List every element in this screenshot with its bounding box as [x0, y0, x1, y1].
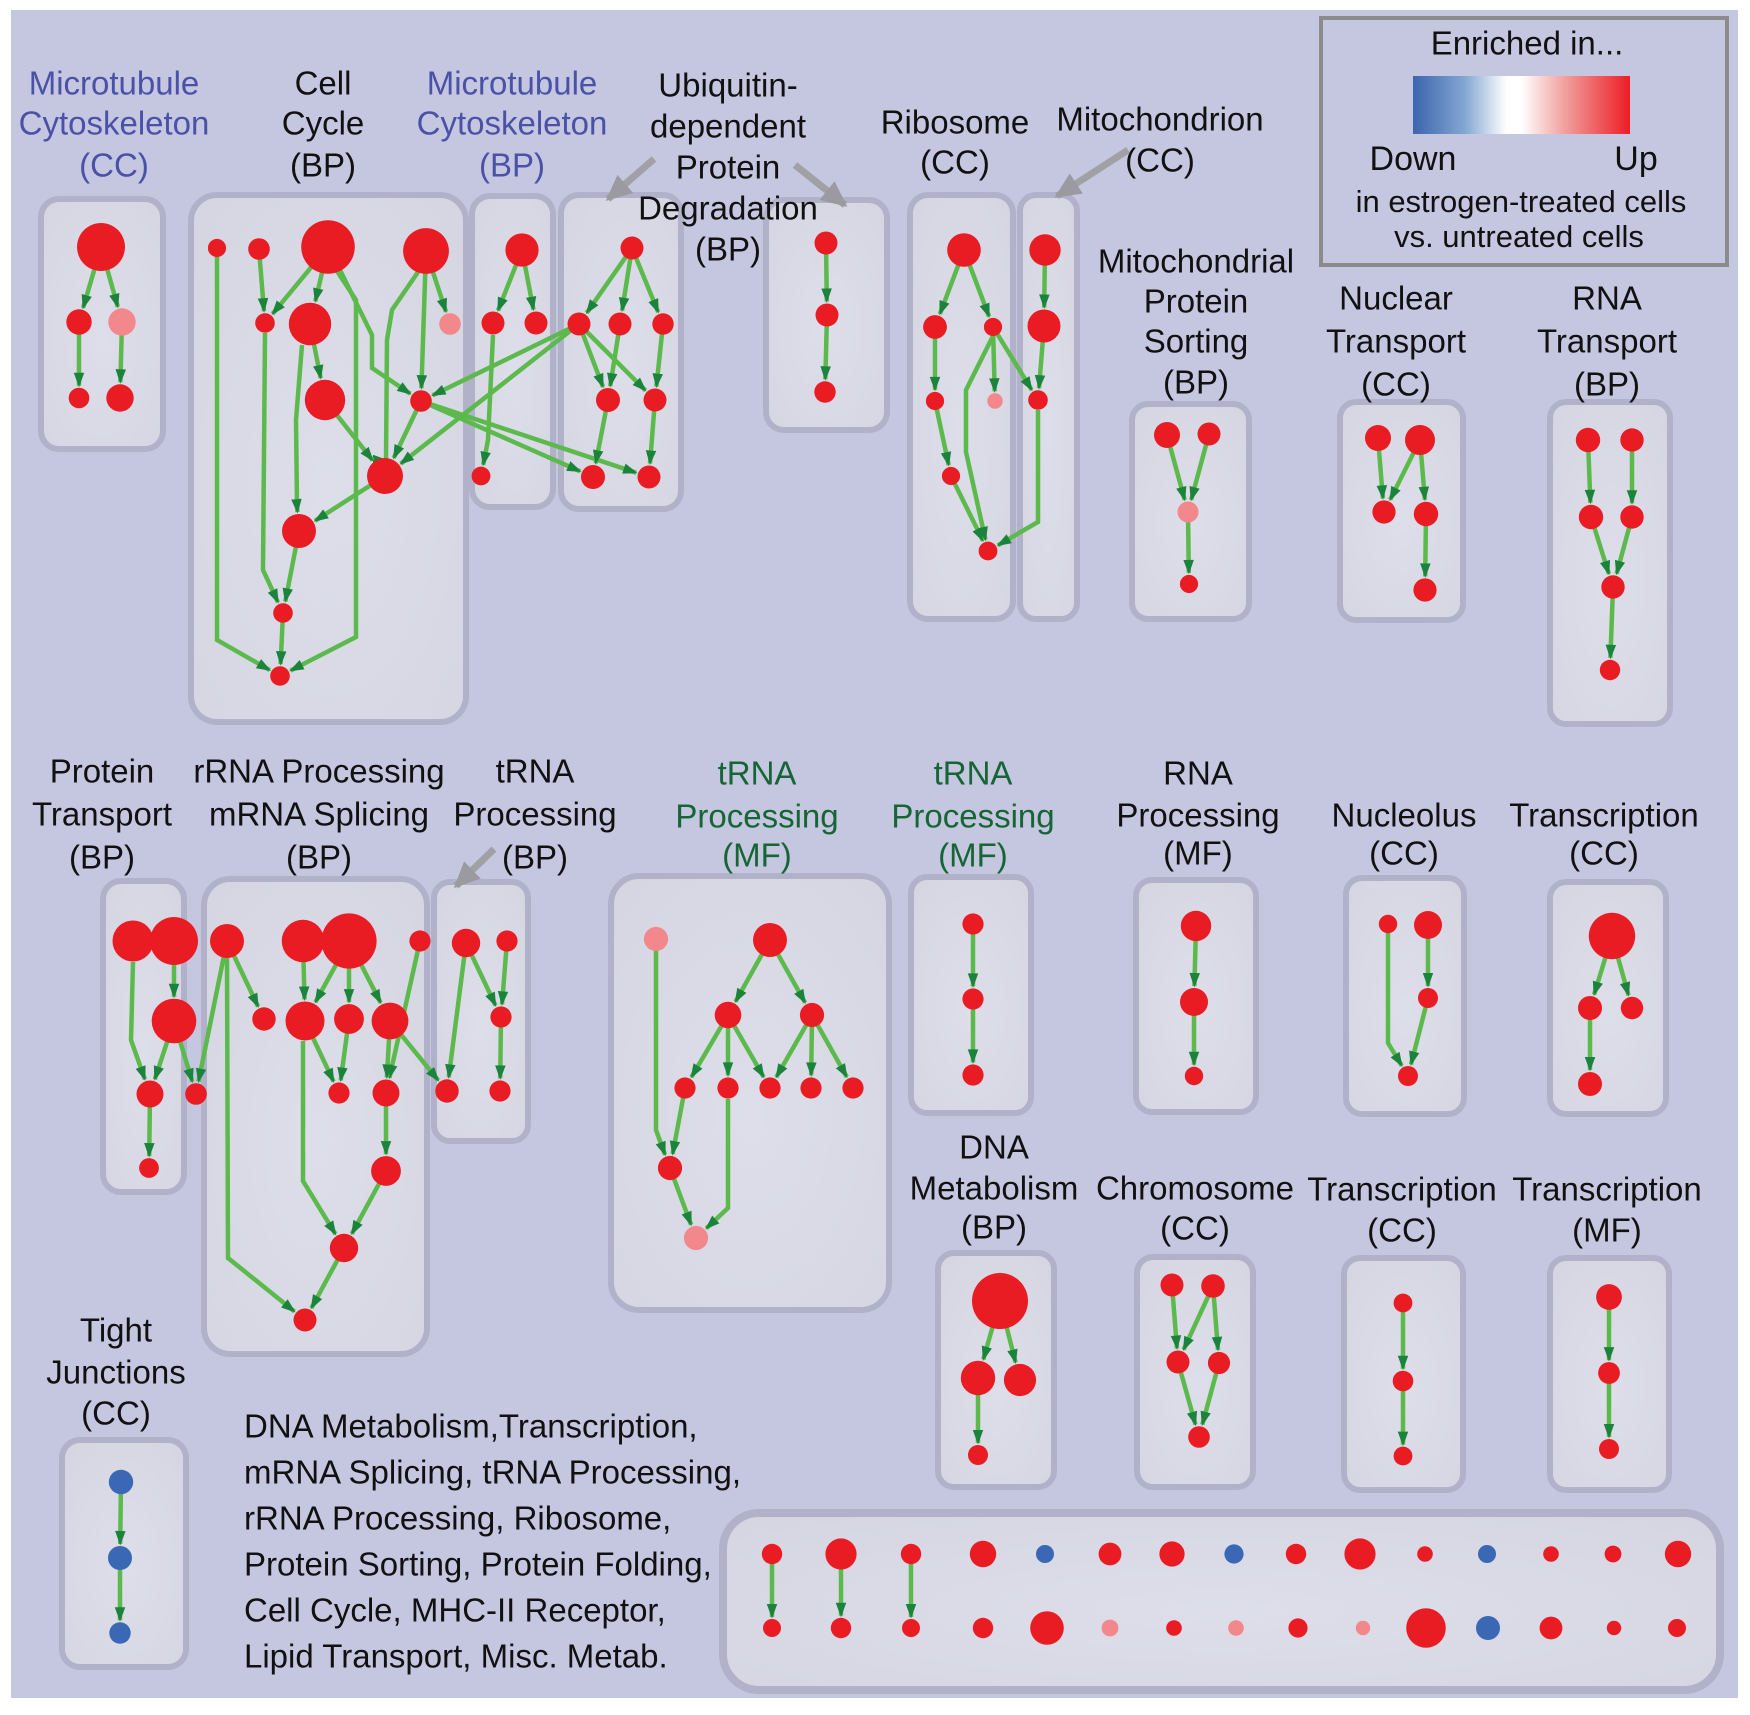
- svg-text:Transport: Transport: [1537, 323, 1677, 360]
- svg-text:Tight: Tight: [80, 1312, 152, 1349]
- svg-text:rRNA Processing, Ribosome,: rRNA Processing, Ribosome,: [244, 1500, 671, 1537]
- svg-text:Processing: Processing: [891, 798, 1054, 835]
- svg-text:Nuclear: Nuclear: [1339, 280, 1453, 317]
- svg-text:Cytoskeleton: Cytoskeleton: [19, 105, 210, 142]
- svg-text:RNA: RNA: [1163, 755, 1233, 792]
- svg-text:(CC): (CC): [1367, 1212, 1437, 1249]
- svg-text:dependent: dependent: [650, 108, 806, 145]
- svg-text:Chromosome: Chromosome: [1096, 1170, 1294, 1207]
- svg-text:DNA Metabolism,Transcription,: DNA Metabolism,Transcription,: [244, 1408, 698, 1445]
- svg-text:Cell: Cell: [295, 65, 352, 102]
- svg-text:Cycle: Cycle: [282, 105, 365, 142]
- svg-text:(BP): (BP): [1574, 366, 1640, 403]
- svg-text:Nucleolus: Nucleolus: [1332, 797, 1477, 834]
- svg-text:Mitochondrion: Mitochondrion: [1056, 101, 1263, 138]
- svg-text:Mitochondrial: Mitochondrial: [1098, 243, 1294, 280]
- svg-text:(CC): (CC): [1361, 366, 1431, 403]
- svg-text:(CC): (CC): [920, 144, 990, 181]
- svg-text:mRNA Splicing, tRNA Processing: mRNA Splicing, tRNA Processing,: [244, 1454, 741, 1491]
- svg-text:mRNA Splicing: mRNA Splicing: [209, 796, 429, 833]
- svg-text:(BP): (BP): [290, 147, 356, 184]
- svg-text:Junctions: Junctions: [46, 1354, 185, 1391]
- svg-text:(CC): (CC): [1569, 835, 1639, 872]
- svg-text:(CC): (CC): [1369, 835, 1439, 872]
- svg-text:Microtubule: Microtubule: [29, 65, 200, 102]
- svg-text:in estrogen-treated cells: in estrogen-treated cells: [1356, 184, 1687, 219]
- svg-text:Transcription: Transcription: [1512, 1171, 1702, 1208]
- svg-text:Enriched in...: Enriched in...: [1431, 25, 1624, 62]
- svg-text:Transcription: Transcription: [1307, 1171, 1497, 1208]
- svg-text:(BP): (BP): [479, 147, 545, 184]
- svg-text:(MF): (MF): [1572, 1212, 1642, 1249]
- svg-text:Protein: Protein: [1144, 283, 1249, 320]
- svg-text:(BP): (BP): [286, 839, 352, 876]
- svg-text:Down: Down: [1370, 140, 1457, 178]
- svg-text:Microtubule: Microtubule: [427, 65, 598, 102]
- svg-text:Protein Sorting, Protein Foldi: Protein Sorting, Protein Folding,: [244, 1546, 712, 1583]
- svg-text:Processing: Processing: [453, 796, 616, 833]
- svg-text:(CC): (CC): [81, 1395, 151, 1432]
- svg-text:Ubiquitin-: Ubiquitin-: [658, 67, 797, 104]
- svg-text:(BP): (BP): [961, 1209, 1027, 1246]
- svg-text:(MF): (MF): [722, 837, 792, 874]
- svg-text:Transport: Transport: [32, 796, 172, 833]
- svg-text:(BP): (BP): [502, 839, 568, 876]
- svg-text:Sorting: Sorting: [1144, 323, 1249, 360]
- svg-text:Degradation: Degradation: [638, 190, 818, 227]
- svg-text:(BP): (BP): [69, 839, 135, 876]
- svg-text:tRNA: tRNA: [496, 753, 575, 790]
- svg-text:Metabolism: Metabolism: [910, 1170, 1079, 1207]
- svg-text:Protein: Protein: [50, 753, 155, 790]
- svg-text:(MF): (MF): [938, 837, 1008, 874]
- svg-text:(CC): (CC): [1125, 142, 1195, 179]
- svg-text:Processing: Processing: [675, 798, 838, 835]
- svg-text:rRNA Processing: rRNA Processing: [193, 753, 444, 790]
- svg-text:Protein: Protein: [676, 149, 781, 186]
- svg-text:Cytoskeleton: Cytoskeleton: [417, 105, 608, 142]
- svg-text:(BP): (BP): [1163, 364, 1229, 401]
- svg-text:Up: Up: [1614, 140, 1657, 178]
- svg-text:tRNA: tRNA: [934, 755, 1013, 792]
- svg-text:(BP): (BP): [695, 231, 761, 268]
- svg-text:tRNA: tRNA: [718, 755, 797, 792]
- svg-text:Transport: Transport: [1326, 323, 1466, 360]
- svg-text:RNA: RNA: [1572, 280, 1642, 317]
- svg-text:DNA: DNA: [959, 1129, 1029, 1166]
- svg-text:Lipid Transport, Misc. Metab.: Lipid Transport, Misc. Metab.: [244, 1638, 668, 1675]
- svg-text:vs. untreated cells: vs. untreated cells: [1394, 219, 1644, 254]
- svg-text:(MF): (MF): [1163, 835, 1233, 872]
- svg-text:Ribosome: Ribosome: [881, 104, 1030, 141]
- svg-text:(CC): (CC): [79, 147, 149, 184]
- svg-text:Transcription: Transcription: [1509, 797, 1699, 834]
- svg-text:(CC): (CC): [1160, 1210, 1230, 1247]
- svg-text:Cell Cycle, MHC-II Receptor,: Cell Cycle, MHC-II Receptor,: [244, 1592, 666, 1629]
- svg-text:Processing: Processing: [1116, 797, 1279, 834]
